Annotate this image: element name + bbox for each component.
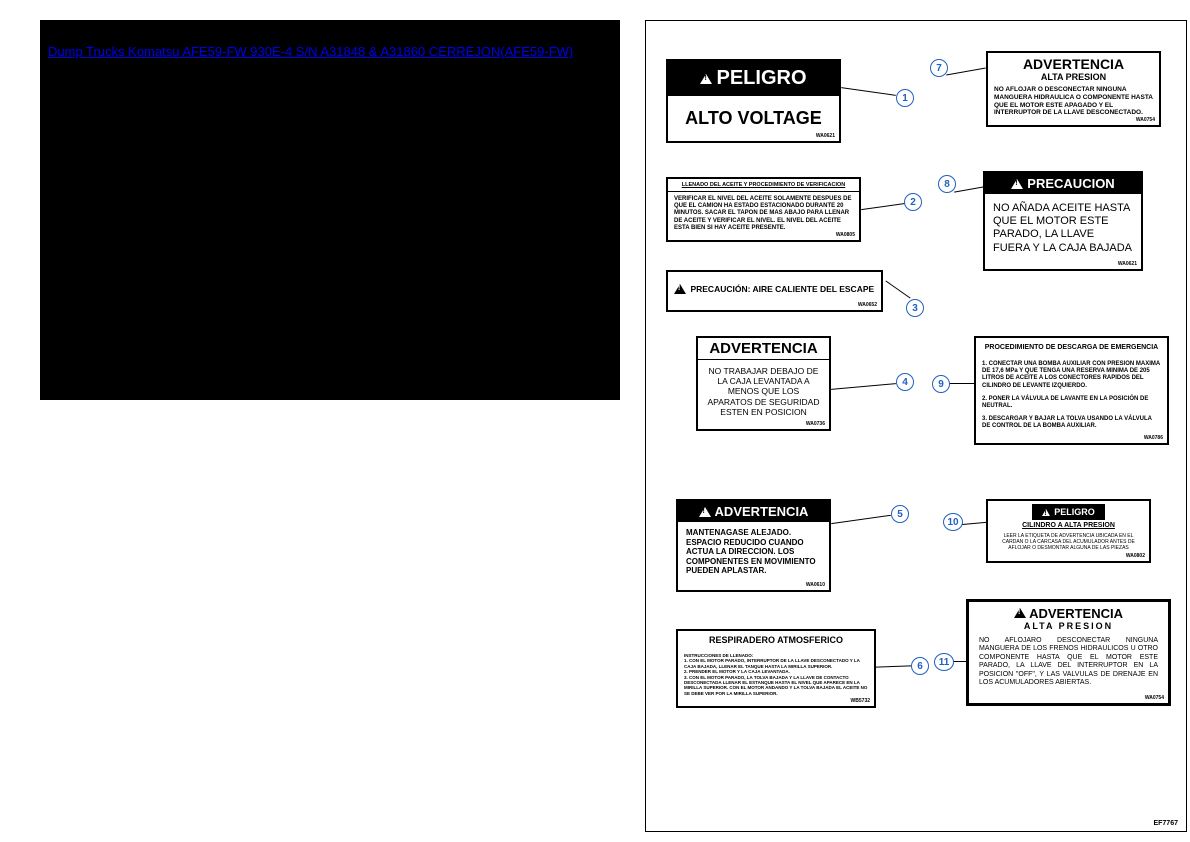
warning-triangle-icon [1042, 509, 1050, 516]
callout-line [946, 68, 986, 76]
callout-number: 9 [932, 375, 950, 393]
callout-number: 8 [938, 175, 956, 193]
label-body-text: INSTRUCCIONES DE LLENADO: 1. CON EL MOTO… [678, 649, 874, 706]
diagram-page: PELIGRO ALTO VOLTAGE WA0621 ADVERTENCIA … [645, 20, 1187, 832]
label-precaucion-aceite: PRECAUCION NO AÑADA ACEITE HASTA QUE EL … [983, 171, 1143, 271]
label-header-text: ADVERTENCIA [1029, 606, 1123, 621]
label-id: WA0802 [1126, 553, 1145, 559]
callout-number: 1 [896, 89, 914, 107]
page-drawing-id: EF7767 [1153, 820, 1178, 827]
callout-number: 10 [943, 513, 963, 531]
label-body-text: NO AFLOJAR O DESCONECTAR NINGUNA MANGUER… [988, 82, 1159, 125]
label-header-text: ADVERTENCIA [988, 53, 1159, 72]
label-id: WA0621 [816, 133, 835, 139]
label-precaucion-aire-caliente: PRECAUCIÓN: AIRE CALIENTE DEL ESCAPE WA0… [666, 270, 883, 312]
label-advertencia-no-trabajar: ADVERTENCIA NO TRABAJAR DEBAJO DE LA CAJ… [696, 336, 831, 431]
label-id: WB5732 [851, 698, 870, 704]
label-body-text: MANTENAGASE ALEJADO. ESPACIO REDUCIDO CU… [678, 522, 829, 590]
label-procedimiento-descarga: PROCEDIMIENTO DE DESCARGA DE EMERGENCIA … [974, 336, 1169, 445]
item-2: 2. PONER LA VÁLVULA DE LAVANTE EN LA POS… [982, 396, 1161, 410]
label-body-text: 1. CONECTAR UNA BOMBA AUXILIAR CON PRESI… [976, 357, 1167, 443]
label-header-text: ADVERTENCIA [715, 504, 809, 519]
callout-number: 7 [930, 59, 948, 77]
callout-number: 11 [934, 653, 954, 671]
label-id: WA0754 [1136, 117, 1155, 123]
warning-triangle-icon [674, 284, 686, 294]
label-advertencia-alta-presion-bottom: ADVERTENCIA ALTA PRESION NO AFLOJARO DES… [966, 599, 1171, 706]
label-header-text: LLENADO DEL ACEITE Y PROCEDIMIENTO DE VE… [668, 179, 859, 192]
label-id: WA0621 [1118, 261, 1137, 267]
label-peligro-alto-voltage: PELIGRO ALTO VOLTAGE WA0621 [666, 59, 841, 143]
callout-line [831, 383, 896, 390]
warning-triangle-icon [699, 507, 711, 517]
label-id: WA0610 [806, 582, 825, 588]
callout-number: 6 [911, 657, 929, 675]
callout-line [861, 203, 906, 210]
label-header-text: ADVERTENCIA [698, 338, 829, 360]
label-peligro-cilindro: PELIGRO CILINDRO A ALTA PRESION LEER LA … [986, 499, 1151, 563]
callout-number: 2 [904, 193, 922, 211]
label-id: WA0754 [1145, 695, 1164, 701]
callout-line [841, 87, 896, 96]
label-sub-text: ALTA PRESION [988, 72, 1159, 82]
label-sub-text: CILINDRO A ALTA PRESION [988, 520, 1149, 531]
label-llenado-aceite: LLENADO DEL ACEITE Y PROCEDIMIENTO DE VE… [666, 177, 861, 242]
callout-line [876, 665, 911, 667]
label-body-text: NO AFLOJARO DESCONECTAR NINGUNA MANGUERA… [969, 631, 1168, 703]
warning-triangle-icon [700, 74, 712, 84]
label-sub-text: ALTA PRESION [969, 621, 1168, 631]
label-id: WA0805 [836, 232, 855, 238]
callout-number: 4 [896, 373, 914, 391]
label-header-text: RESPIRADERO ATMOSFERICO [678, 631, 874, 649]
callout-line [885, 280, 910, 298]
label-header-text: PROCEDIMIENTO DE DESCARGA DE EMERGENCIA [976, 338, 1167, 357]
label-body-text: PRECAUCIÓN: AIRE CALIENTE DEL ESCAPE [690, 284, 874, 294]
label-header-text: PELIGRO [716, 67, 806, 90]
label-id: WA0736 [806, 421, 825, 427]
label-id: WA0652 [858, 302, 877, 308]
warning-triangle-icon [1011, 179, 1023, 189]
document-title-link[interactable]: Dump Trucks Komatsu AFE59-FW 930E-4 S/N … [40, 20, 620, 83]
item-1: 1. CONECTAR UNA BOMBA AUXILIAR CON PRESI… [982, 361, 1161, 390]
label-body-text: NO AÑADA ACEITE HASTA QUE EL MOTOR ESTE … [985, 194, 1141, 269]
item-3: 3. DESCARGAR Y BAJAR LA TOLVA USANDO LA … [982, 416, 1161, 430]
label-body-text: ALTO VOLTAGE [668, 96, 839, 141]
callout-line [954, 186, 984, 192]
label-advertencia-alta-presion-top: ADVERTENCIA ALTA PRESION NO AFLOJAR O DE… [986, 51, 1161, 127]
callout-line [948, 383, 974, 384]
label-header-text: PELIGRO [1054, 507, 1095, 517]
callout-line [961, 522, 986, 525]
label-id: WA0786 [1144, 435, 1163, 441]
warning-triangle-icon [1014, 608, 1026, 618]
left-panel: Dump Trucks Komatsu AFE59-FW 930E-4 S/N … [40, 20, 620, 400]
callout-number: 5 [891, 505, 909, 523]
label-body-text: NO TRABAJAR DEBAJO DE LA CAJA LEVANTADA … [698, 360, 829, 429]
callout-line [831, 515, 891, 524]
label-advertencia-mantengase-alejado: ADVERTENCIA MANTENAGASE ALEJADO. ESPACIO… [676, 499, 831, 592]
label-header-text: PRECAUCION [1027, 176, 1114, 191]
callout-number: 3 [906, 299, 924, 317]
label-respiradero-atmosferico: RESPIRADERO ATMOSFERICO INSTRUCCIONES DE… [676, 629, 876, 708]
label-body-text: VERIFICAR EL NIVEL DEL ACEITE SOLAMENTE … [668, 192, 859, 240]
